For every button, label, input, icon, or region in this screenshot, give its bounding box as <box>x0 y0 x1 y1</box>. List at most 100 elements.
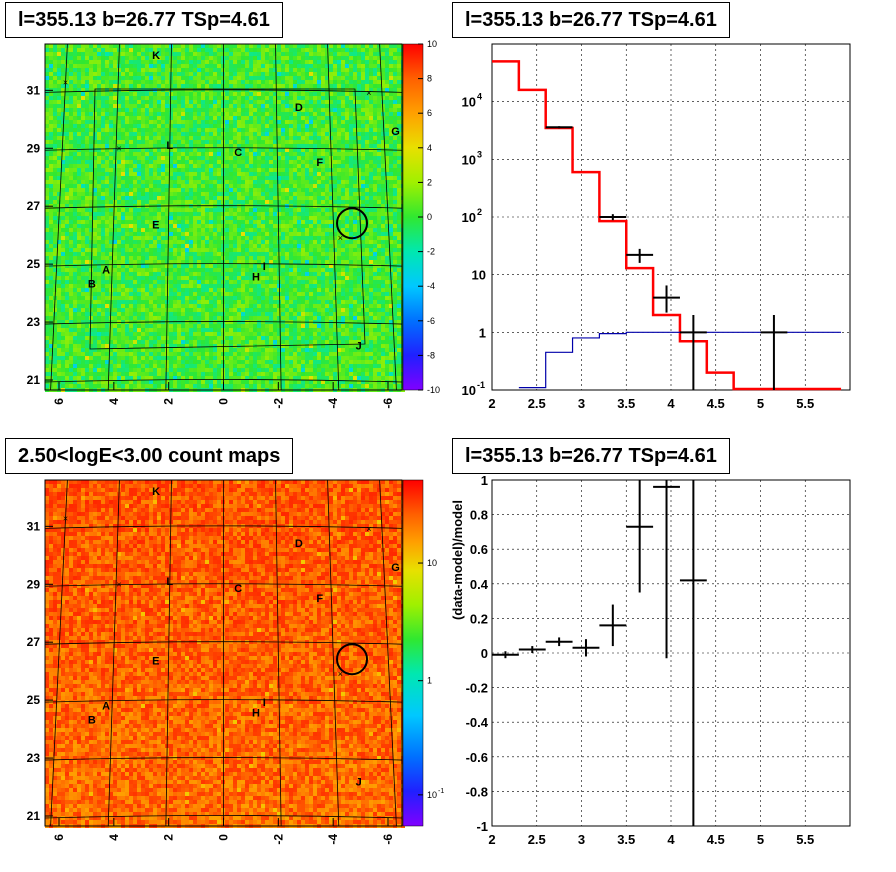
map-pixel <box>101 64 105 68</box>
map-pixel <box>177 192 181 196</box>
map-pixel <box>181 212 185 216</box>
map-pixel <box>261 260 265 264</box>
map-pixel <box>373 200 377 204</box>
map-pixel <box>233 108 237 112</box>
map-pixel <box>309 156 313 160</box>
map-pixel <box>69 56 73 60</box>
map-pixel <box>277 196 281 200</box>
map-pixel <box>161 264 165 268</box>
map-pixel <box>229 220 233 224</box>
map-pixel <box>213 216 217 220</box>
map-pixel <box>297 60 301 64</box>
map-pixel <box>297 124 301 128</box>
map-pixel <box>61 104 65 108</box>
map-pixel <box>345 44 349 48</box>
map-pixel <box>129 96 133 100</box>
map-pixel <box>293 112 297 116</box>
map-pixel <box>285 116 289 120</box>
map-pixel <box>209 220 213 224</box>
map-pixel <box>237 56 241 60</box>
map-pixel <box>177 112 181 116</box>
map-pixel <box>245 192 249 196</box>
map-pixel <box>333 224 337 228</box>
map-pixel <box>365 112 369 116</box>
map-pixel <box>217 136 221 140</box>
map-pixel <box>309 172 313 176</box>
map-pixel <box>197 116 201 120</box>
map-pixel <box>321 104 325 108</box>
map-pixel <box>281 124 285 128</box>
map-pixel <box>301 136 305 140</box>
map-pixel <box>129 76 133 80</box>
map-pixel <box>257 220 261 224</box>
map-pixel <box>321 228 325 232</box>
map-pixel <box>309 228 313 232</box>
map-pixel <box>105 176 109 180</box>
map-pixel <box>277 212 281 216</box>
map-pixel <box>289 152 293 156</box>
map-pixel <box>321 188 325 192</box>
map-pixel <box>369 260 373 264</box>
map-pixel <box>45 140 49 144</box>
map-pixel <box>281 96 285 100</box>
map-pixel <box>353 152 357 156</box>
map-pixel <box>49 104 53 108</box>
map-pixel <box>53 84 57 88</box>
map-pixel <box>217 112 221 116</box>
map-pixel <box>341 140 345 144</box>
map-pixel <box>309 256 313 260</box>
map-pixel <box>337 56 341 60</box>
map-pixel <box>97 176 101 180</box>
map-pixel <box>49 232 53 236</box>
map-pixel <box>97 108 101 112</box>
map-pixel <box>257 132 261 136</box>
map-pixel <box>217 56 221 60</box>
map-pixel <box>305 64 309 68</box>
map-pixel <box>217 264 221 268</box>
map-pixel <box>289 216 293 220</box>
map-pixel <box>321 168 325 172</box>
map-pixel <box>145 84 149 88</box>
map-pixel <box>249 80 253 84</box>
map-pixel <box>325 216 329 220</box>
map-pixel <box>45 44 49 48</box>
map-pixel <box>193 264 197 268</box>
map-pixel <box>77 216 81 220</box>
map-pixel <box>309 184 313 188</box>
map-pixel <box>397 176 401 180</box>
map-pixel <box>285 84 289 88</box>
map-pixel <box>105 228 109 232</box>
map-pixel <box>249 44 253 48</box>
map-pixel <box>177 188 181 192</box>
map-pixel <box>209 124 213 128</box>
map-pixel <box>141 52 145 56</box>
map-pixel <box>197 184 201 188</box>
map-pixel <box>69 128 73 132</box>
map-pixel <box>325 84 329 88</box>
map-pixel <box>389 240 393 244</box>
map-pixel <box>397 68 401 72</box>
map-pixel <box>173 180 177 184</box>
map-pixel <box>173 192 177 196</box>
map-pixel <box>241 216 245 220</box>
map-pixel <box>45 100 49 104</box>
map-pixel <box>185 128 189 132</box>
map-pixel <box>153 212 157 216</box>
map-pixel <box>205 256 209 260</box>
map-pixel <box>65 136 69 140</box>
map-pixel <box>253 148 257 152</box>
map-pixel <box>353 120 357 124</box>
map-pixel <box>269 112 273 116</box>
map-pixel <box>177 176 181 180</box>
map-pixel <box>209 248 213 252</box>
map-pixel <box>269 48 273 52</box>
map-pixel <box>313 144 317 148</box>
map-pixel <box>49 208 53 212</box>
map-pixel <box>209 72 213 76</box>
map-pixel <box>221 84 225 88</box>
map-pixel <box>101 160 105 164</box>
map-pixel <box>161 112 165 116</box>
map-pixel <box>273 80 277 84</box>
map-pixel <box>45 136 49 140</box>
map-pixel <box>97 208 101 212</box>
